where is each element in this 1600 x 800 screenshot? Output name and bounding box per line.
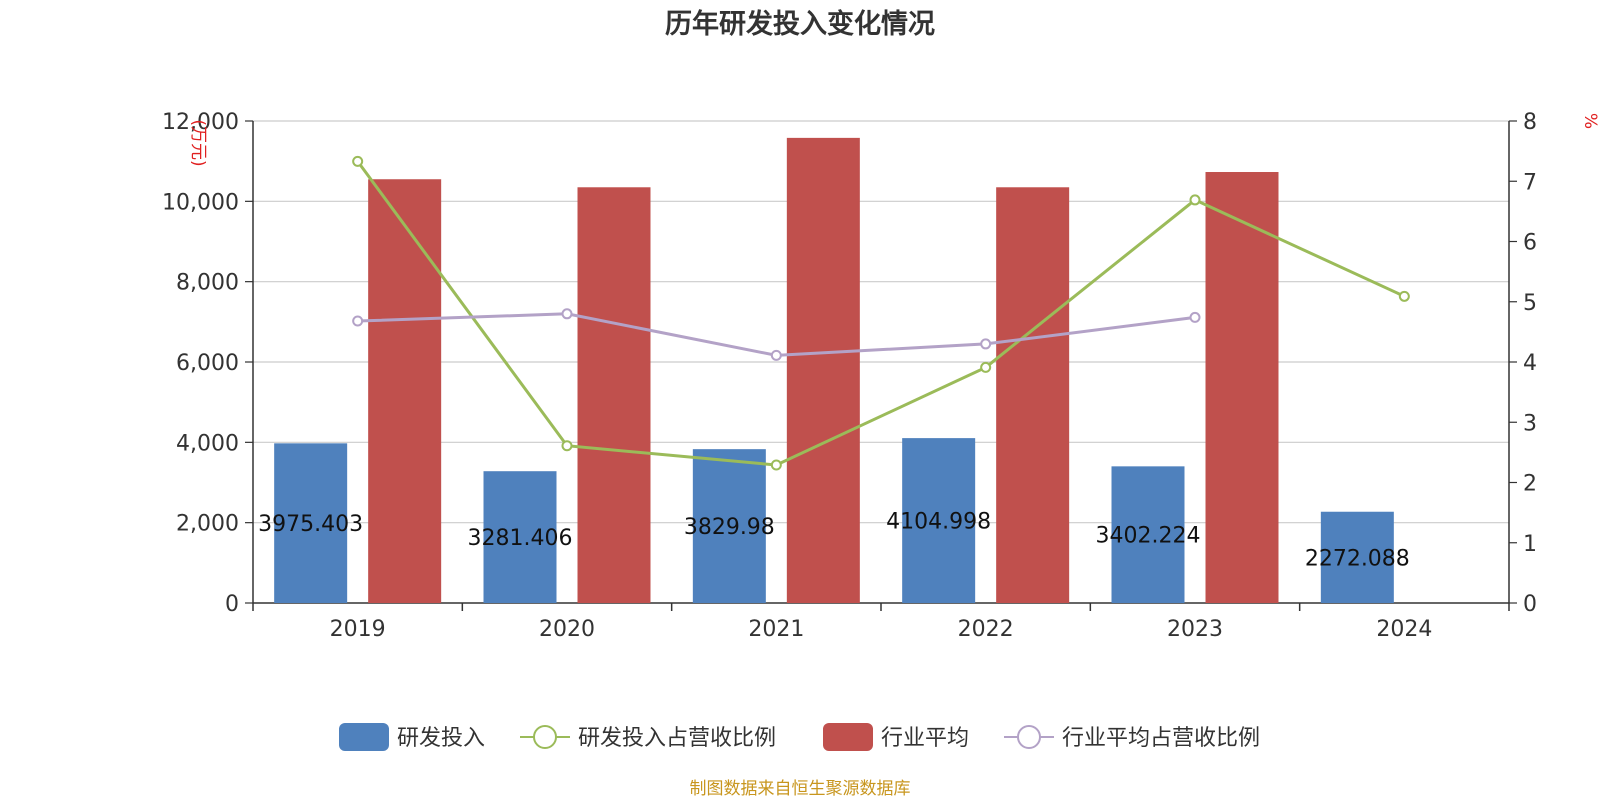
axes: 0 2,000 4,000 6,000 8,000 10,000 12,000 0 1 2 3 4 5 6…: [162, 110, 1537, 642]
bar-value-label: 3975.403: [258, 512, 363, 537]
right-tick-label: 7: [1523, 170, 1537, 195]
left-axis-unit: (万元): [188, 119, 208, 166]
bar-industry-average: [577, 187, 651, 603]
left-tick-label: 0: [225, 592, 239, 617]
legend-item[interactable]: 研发投入占营收比例: [520, 725, 776, 751]
bars: [274, 137, 1394, 604]
bar-industry-average: [786, 137, 860, 603]
left-tick-label: 10,000: [162, 190, 239, 215]
bar-rd-investment: [483, 471, 557, 603]
x-tick-label: 2022: [958, 617, 1014, 642]
gridlines: [253, 120, 1509, 524]
left-tick-label: 12,000: [162, 110, 239, 135]
legend: 研发投入 研发投入占营收比例 行业平均 行业平均占营收比例: [339, 723, 1260, 751]
legend-label: 行业平均: [881, 726, 969, 751]
right-axis-unit: %: [1580, 113, 1600, 129]
bar-value-label: 4104.998: [886, 510, 991, 535]
line-point: [1189, 194, 1201, 206]
right-tick-label: 1: [1523, 532, 1537, 557]
left-tick-label: 2,000: [176, 512, 239, 537]
bar-value-label: 3281.406: [468, 526, 573, 551]
left-tick-label: 4,000: [176, 431, 239, 456]
legend-item[interactable]: 行业平均: [823, 723, 969, 751]
bar-value-label: 3402.224: [1096, 524, 1201, 549]
line-point: [980, 338, 992, 350]
right-tick-label: 8: [1523, 110, 1537, 135]
right-tick-label: 4: [1523, 351, 1537, 376]
chart-title: 历年研发投入变化情况: [665, 8, 935, 40]
legend-swatch: [339, 723, 389, 751]
legend-marker: [1017, 725, 1041, 749]
legend-marker: [533, 725, 557, 749]
x-tick-label: 2020: [539, 617, 595, 642]
line-point: [1189, 311, 1201, 323]
line-point: [1398, 290, 1410, 302]
bar-industry-average: [996, 187, 1070, 603]
legend-label: 研发投入占营收比例: [578, 726, 776, 751]
line-point: [352, 315, 364, 327]
bar-rd-investment: [1320, 511, 1394, 603]
legend-item[interactable]: 研发投入: [339, 723, 485, 751]
right-tick-label: 6: [1523, 231, 1537, 256]
bar-labels: 3975.403 3281.406 3829.98 4104.998 3402.224 2…: [258, 510, 1410, 572]
data-source: 制图数据来自恒生聚源数据库: [690, 779, 911, 799]
line-point: [561, 440, 573, 452]
line-point: [980, 361, 992, 373]
bar-value-label: 2272.088: [1305, 546, 1410, 571]
line-point: [561, 308, 573, 320]
left-tick-label: 8,000: [176, 271, 239, 296]
legend-swatch: [823, 723, 873, 751]
line-series: [356, 160, 1405, 467]
left-tick-label: 6,000: [176, 351, 239, 376]
legend-label: 研发投入: [397, 726, 485, 751]
x-tick-label: 2021: [748, 617, 804, 642]
right-tick-label: 0: [1523, 592, 1537, 617]
legend-label: 行业平均占营收比例: [1062, 726, 1260, 751]
right-tick-label: 3: [1523, 411, 1537, 436]
bar-industry-average: [368, 179, 442, 603]
bar-rd-investment: [692, 449, 766, 603]
line-series: [357, 312, 1196, 357]
line-point: [352, 155, 364, 167]
bar-rd-investment: [902, 438, 976, 603]
right-tick-label: 2: [1523, 472, 1537, 497]
line-point: [770, 459, 782, 471]
bar-value-label: 3829.98: [684, 515, 775, 540]
x-tick-label: 2023: [1167, 617, 1223, 642]
bar-rd-investment: [1111, 466, 1185, 603]
x-tick-label: 2019: [330, 617, 386, 642]
x-tick-label: 2024: [1376, 617, 1432, 642]
line-point: [770, 349, 782, 361]
lines: [352, 155, 1410, 471]
legend-item[interactable]: 行业平均占营收比例: [1004, 725, 1260, 751]
bar-rd-investment: [274, 443, 348, 603]
bar-industry-average: [1205, 172, 1279, 604]
right-tick-label: 5: [1523, 291, 1537, 316]
